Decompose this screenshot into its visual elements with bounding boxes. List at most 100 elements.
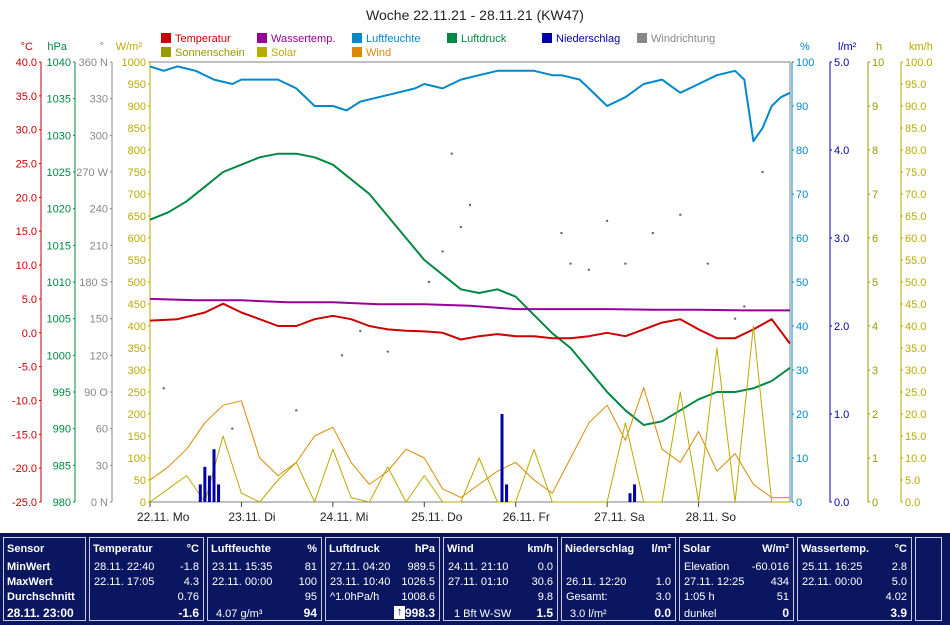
- axis-tick-label: 0: [140, 497, 146, 509]
- axis-tick-label: 120: [90, 350, 108, 362]
- avg-value: 4.02: [885, 591, 907, 603]
- axis-tick-label: 10.0: [905, 453, 926, 465]
- series-line-luftfeuchte: [149, 65, 791, 143]
- axis-tick-label: 1000: [47, 350, 71, 362]
- legend-label: Windrichtung: [651, 33, 715, 45]
- sunshine-value: 51: [776, 591, 789, 603]
- avg-value: 9.8: [537, 591, 553, 603]
- axis-unit: h: [876, 41, 882, 53]
- current-value: 998.3: [404, 606, 435, 620]
- axis-tick-label: 20.0: [16, 192, 37, 204]
- axis-tick-label: 4: [872, 321, 878, 333]
- wind-direction-point: [761, 170, 764, 174]
- total-label: Gesamt:: [566, 591, 608, 603]
- axis-tick-label: 3.0: [834, 233, 849, 245]
- axis-tick-label: 95.0: [905, 79, 926, 91]
- axis-tick-label: 10: [796, 453, 808, 465]
- panel-header: Wind: [447, 543, 474, 555]
- light-state: dunkel: [684, 608, 717, 620]
- sunshine-label: 1:05 h: [684, 591, 715, 603]
- axis-tick-label: 2.0: [834, 321, 849, 333]
- axis-tick-label: 8: [872, 145, 878, 157]
- wind-direction-point: [450, 152, 453, 155]
- total-value: 3.0: [655, 591, 671, 603]
- wind-direction-point: [706, 262, 709, 265]
- min-value: 989.5: [407, 561, 435, 573]
- max-time: 23.11. 10:40: [330, 576, 391, 588]
- panel-header: Luftfeuchte: [211, 543, 271, 555]
- min-time: 24.11. 21:10: [448, 561, 509, 573]
- axis-tick-label: -15.0: [12, 429, 37, 441]
- axis-tick-label: 0: [796, 497, 802, 509]
- x-tick-label: 26.11. Fr: [503, 510, 550, 524]
- wind-direction-point: [733, 317, 737, 320]
- current-value: 0: [782, 606, 789, 620]
- axis-tick-label: 100: [796, 57, 814, 69]
- panel-unit: W/m²: [762, 543, 789, 555]
- panel-sensor: Sensor MinWert MaxWert Durchschnitt 28.1…: [3, 537, 86, 621]
- panel-unit: hPa: [414, 543, 435, 555]
- legend-swatch: [542, 33, 552, 43]
- axis-tick-label: 10.0: [16, 260, 37, 272]
- series-line-temperatur: [149, 302, 791, 345]
- axis-tick-label: 100: [128, 453, 146, 465]
- elevation-value: -60.016: [751, 561, 789, 573]
- panel-unit: %: [307, 543, 317, 555]
- wind-direction-point: [231, 427, 234, 430]
- axis-tick-label: 80.0: [905, 145, 926, 157]
- axis-tick-label: 15.0: [905, 431, 926, 443]
- axis-tick-label: 1005: [47, 314, 71, 326]
- panel-unit: °C: [894, 543, 907, 555]
- axis-tick-label: 150: [90, 314, 108, 326]
- axis-tick-label: 7: [872, 189, 878, 201]
- axis-tick-label: 650: [128, 211, 146, 223]
- panel-header: Sensor: [7, 543, 45, 555]
- axis-tick-label: -25.0: [12, 497, 37, 509]
- current-value: -1.6: [178, 606, 199, 620]
- axis-tick-label: 0.0: [834, 497, 849, 509]
- axis-tick-label: 700: [128, 189, 146, 201]
- legend: Temperatur Wassertemp. Luftfeuchte Luftdruc…: [161, 33, 715, 59]
- wind-direction-point: [340, 354, 344, 357]
- axis-tick-label: 600: [128, 233, 146, 245]
- axis-tick-label: 1.0: [834, 409, 849, 421]
- axis-tick-label: 1030: [47, 130, 71, 142]
- wind-direction-point: [468, 203, 472, 207]
- rain-bar: [207, 475, 211, 502]
- panel-niederschlag: Niederschlag l/m² 26.11. 12:20 1.0 Gesam…: [561, 537, 676, 621]
- axis-tick-label: 70.0: [905, 189, 926, 201]
- x-tick-label: 25.11. Do: [411, 510, 462, 524]
- rain-bar: [198, 484, 202, 502]
- avg-value: 0.76: [177, 591, 199, 603]
- axis-tick-label: 5.0: [22, 294, 37, 306]
- legend-label: Niederschlag: [556, 33, 620, 45]
- max-value: 1026.5: [401, 576, 435, 588]
- rain-bar: [217, 484, 221, 502]
- wind-direction-point: [162, 387, 165, 390]
- axes: 40.035.030.025.020.015.010.05.00.0-5.0-1…: [12, 41, 933, 524]
- wind-direction-point: [427, 280, 431, 284]
- series-line-solar: [149, 325, 790, 503]
- axis-tick-label: 90 O: [84, 387, 108, 399]
- axis-tick-label: 9: [872, 101, 878, 113]
- x-tick-label: 24.11. Mi: [320, 510, 368, 524]
- min-time: 27.11. 04:20: [330, 561, 391, 573]
- axis-tick-label: 250: [128, 387, 146, 399]
- axis-unit: °C: [21, 41, 33, 53]
- label-avg: Durchschnitt: [7, 591, 75, 603]
- x-tick-label: 22.11. Mo: [137, 510, 190, 524]
- label-min: MinWert: [7, 561, 51, 573]
- axis-tick-label: 1040: [47, 57, 71, 69]
- axis-tick-label: 240: [90, 204, 108, 216]
- axis-tick-label: 5: [872, 277, 878, 289]
- axis-tick-label: 100.0: [905, 57, 933, 69]
- axis-tick-label: 1035: [47, 94, 71, 106]
- axis-unit: km/h: [909, 41, 933, 53]
- axis-unit: %: [800, 41, 810, 53]
- axis-tick-label: 70: [796, 189, 808, 201]
- axis-unit: °: [100, 41, 104, 53]
- max-value: 30.6: [531, 576, 553, 588]
- max-time: 22.11. 00:00: [802, 576, 863, 588]
- axis-tick-label: 990: [53, 424, 71, 436]
- wind-direction-point: [587, 268, 591, 271]
